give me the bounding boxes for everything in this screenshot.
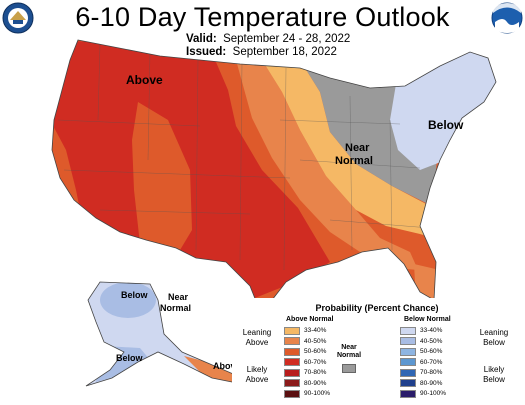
label-ak-above-southeast: Above — [213, 361, 241, 371]
legend-leaning-above: Leaning Above — [234, 328, 280, 348]
legend-leaning-below-2: Below — [483, 338, 505, 347]
legend-leaning-below: Leaning Below — [470, 328, 518, 348]
legend-row-below-5: 80-90% — [400, 379, 454, 388]
legend-leaning-above-1: Leaning — [242, 328, 272, 337]
label-near-east-2: Normal — [335, 155, 373, 167]
legend-row-above-3: 60-70% — [284, 358, 338, 367]
page-title: 6-10 Day Temperature Outlook — [75, 2, 450, 32]
legend-row-below-4: 70-80% — [400, 368, 454, 377]
legend-swatch-below-5 — [400, 379, 416, 387]
legend-below-header: Below Normal — [404, 316, 451, 323]
legend-near-normal: Near Normal — [334, 344, 364, 360]
zone-below-33-40 — [390, 40, 496, 170]
legend-row-above-6: 90-100% — [284, 389, 338, 398]
legend-swatch-below-4 — [400, 368, 416, 377]
legend-range-below-5: 80-90% — [420, 379, 443, 387]
conus-outline — [51, 39, 497, 307]
legend-likely-below-1: Likely — [483, 365, 505, 374]
doc-seal-icon — [2, 2, 34, 34]
legend-leaning-below-1: Leaning — [479, 328, 509, 337]
legend-row-below-0: 33-40% — [400, 326, 454, 335]
legend-swatch-below-1 — [400, 337, 416, 345]
legend-row-above-5: 80-90% — [284, 379, 338, 388]
label-ak-near-2: Normal — [160, 303, 192, 313]
legend-leaning-above-2: Above — [245, 338, 269, 347]
legend-row-below-6: 90-100% — [400, 389, 454, 398]
legend-swatch-below-6 — [400, 389, 416, 398]
alaska-outline — [85, 281, 243, 387]
legend-range-above-4: 70-80% — [304, 369, 327, 376]
legend-range-below-3: 60-70% — [420, 358, 443, 366]
legend-range-above-2: 50-60% — [304, 348, 327, 355]
legend-row-below-1: 40-50% — [400, 337, 454, 346]
legend-range-below-2: 50-60% — [420, 348, 443, 355]
legend-row-above-4: 70-80% — [284, 368, 338, 377]
legend-swatch-below-3 — [400, 358, 416, 366]
date-block: Valid: September 24 - 28, 2022 Issued: S… — [186, 33, 350, 59]
legend-likely-below-2: Below — [483, 375, 505, 384]
issued-date: September 18, 2022 — [232, 46, 337, 58]
legend-row-above-2: 50-60% — [284, 347, 338, 356]
legend-row-above-0: 33-40% — [284, 326, 338, 335]
legend-likely-above-1: Likely — [246, 365, 268, 374]
legend-range-above-6: 90-100% — [304, 390, 331, 397]
legend-row-below-3: 60-70% — [400, 358, 454, 367]
legend-swatch-above-0 — [284, 326, 300, 335]
issued-line: Issued: September 18, 2022 — [186, 46, 350, 59]
legend-row-below-2: 50-60% — [400, 347, 454, 356]
legend-swatch-below-0 — [400, 326, 416, 335]
legend-range-below-1: 40-50% — [420, 337, 443, 345]
label-ak-near-1: Near — [168, 292, 189, 302]
legend-range-below-6: 90-100% — [420, 390, 447, 397]
noaa-logo-icon — [491, 2, 523, 34]
legend-range-above-3: 60-70% — [304, 358, 327, 366]
zone-above-40-50 — [236, 60, 418, 270]
state-borders — [57, 43, 431, 271]
legend-swatch-above-4 — [284, 368, 300, 377]
legend-range-below-4: 70-80% — [420, 369, 443, 376]
legend-range-below-0: 33-40% — [420, 327, 443, 334]
legend-likely-above-2: Above — [245, 375, 269, 384]
zone-above-50-60-inner — [132, 102, 192, 250]
legend-swatch-above-6 — [284, 389, 300, 398]
legend-near-2: Normal — [336, 352, 362, 359]
legend-title: Probability (Percent Chance) — [315, 303, 439, 313]
probability-legend: Probability (Percent Chance) Above Norma… — [232, 298, 522, 403]
legend-likely-below: Likely Below — [470, 365, 518, 385]
legend-likely-above: Likely Above — [234, 365, 280, 385]
legend-range-above-1: 40-50% — [304, 337, 327, 345]
legend-swatch-above-5 — [284, 379, 300, 387]
legend-above-header: Above Normal — [286, 316, 334, 323]
legend-range-above-0: 33-40% — [304, 327, 327, 334]
label-ak-below-south: Below — [116, 353, 143, 363]
label-above-west: Above — [126, 73, 163, 87]
legend-row-above-1: 40-50% — [284, 337, 338, 346]
label-ak-below-north: Below — [121, 290, 148, 300]
valid-dates: September 24 - 28, 2022 — [223, 33, 351, 45]
legend-swatch-above-2 — [284, 347, 300, 356]
ak-zone-below-40-50 — [100, 282, 156, 318]
legend-swatch-above-3 — [284, 358, 300, 366]
legend-swatch-near-normal — [342, 364, 356, 373]
zone-above-33-40 — [262, 60, 440, 240]
legend-swatch-above-1 — [284, 337, 300, 345]
legend-swatch-below-2 — [400, 347, 416, 356]
legend-near-1: Near — [341, 344, 357, 351]
valid-label: Valid: — [186, 33, 217, 45]
legend-range-above-5: 80-90% — [304, 379, 327, 387]
label-near-east-1: Near — [345, 142, 370, 154]
issued-label: Issued: — [186, 46, 227, 58]
label-below-northeast: Below — [428, 118, 464, 132]
valid-line: Valid: September 24 - 28, 2022 — [186, 33, 350, 46]
